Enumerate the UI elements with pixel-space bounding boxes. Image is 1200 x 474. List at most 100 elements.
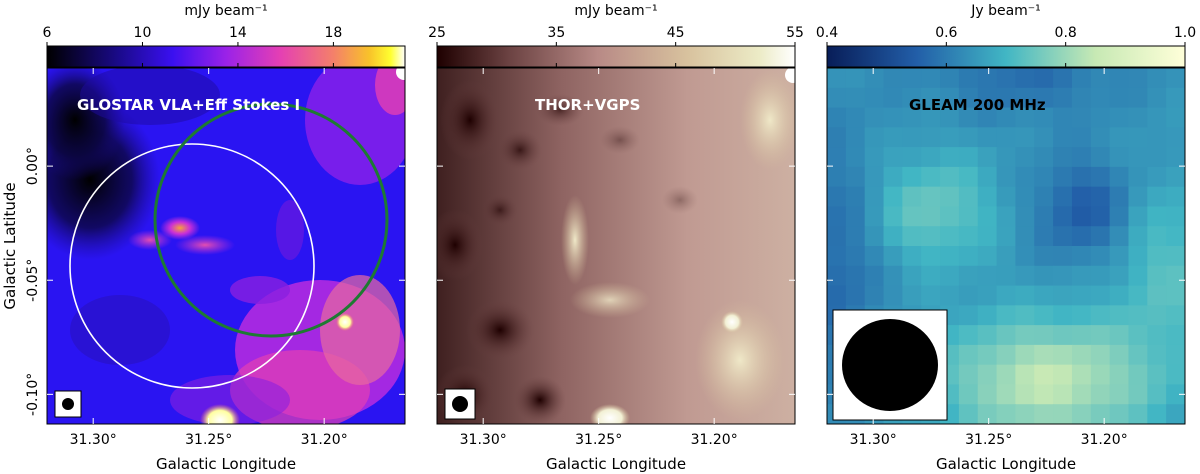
gleam-pixel xyxy=(1053,226,1073,247)
gleam-pixel xyxy=(1053,147,1073,168)
gleam-pixel xyxy=(1147,404,1167,424)
gleam-pixel xyxy=(996,246,1017,267)
gleam-pixel xyxy=(1128,226,1148,247)
gleam-pixel xyxy=(902,246,922,267)
gleam-pixel xyxy=(1053,285,1073,306)
gleam-pixel xyxy=(1015,186,1035,208)
gleam-pixel xyxy=(827,107,847,128)
gleam-pixel xyxy=(864,87,885,109)
gleam-pixel xyxy=(940,68,960,89)
gleam-pixel xyxy=(1166,246,1185,267)
gleam-pixel xyxy=(1166,305,1185,326)
gleam-pixel xyxy=(1147,384,1167,405)
gleam-pixel xyxy=(1034,265,1054,287)
gleam-pixel xyxy=(1034,107,1054,128)
gleam-pixel xyxy=(1034,206,1054,227)
gleam-pixel xyxy=(1090,206,1111,227)
gleam-pixel xyxy=(1090,226,1111,247)
gleam-pixel xyxy=(1109,87,1130,109)
gleam-pixel xyxy=(996,166,1017,188)
gleam-pixel xyxy=(902,206,922,227)
gleam-pixel xyxy=(1034,147,1054,168)
gleam-pixel xyxy=(827,186,847,208)
gleam-pixel xyxy=(1071,384,1092,405)
gleam-pixel xyxy=(827,166,847,188)
gleam-pixel xyxy=(1053,206,1073,227)
axis-ticks-gleam: 31.30° 31.25° 31.20° xyxy=(827,68,1185,448)
gleam-pixel xyxy=(1147,325,1167,346)
gleam-pixel xyxy=(1090,186,1111,208)
gleam-pixel xyxy=(1128,127,1148,148)
gleam-pixel-grid xyxy=(827,68,1185,424)
colorbar-tick-label: 6 xyxy=(43,25,52,41)
gleam-pixel xyxy=(1109,206,1130,227)
x-tick-label: 31.20° xyxy=(1081,432,1128,448)
gleam-pixel xyxy=(1128,186,1148,208)
gleam-pixel xyxy=(958,246,979,267)
x-tick-label: 31.25° xyxy=(575,432,622,448)
gleam-pixel xyxy=(996,325,1017,346)
gleam-pixel xyxy=(883,285,903,306)
gleam-pixel xyxy=(1147,147,1167,168)
gleam-pixel xyxy=(1053,265,1073,287)
gleam-pixel xyxy=(1071,404,1092,424)
beam-marker-gleam xyxy=(832,309,948,421)
gleam-pixel xyxy=(1147,344,1167,366)
gleam-pixel xyxy=(1166,186,1185,208)
gleam-pixel xyxy=(1034,87,1054,109)
gleam-pixel xyxy=(1128,364,1148,386)
x-tick-label: 31.25° xyxy=(965,432,1012,448)
gleam-pixel xyxy=(1053,344,1073,366)
colorbar-tick-label: 35 xyxy=(547,25,565,41)
gleam-pixel xyxy=(958,147,979,168)
gleam-pixel xyxy=(1034,344,1054,366)
gleam-pixel xyxy=(1015,404,1035,424)
gleam-pixel xyxy=(958,265,979,287)
gleam-pixel xyxy=(1166,325,1185,346)
gleam-pixel xyxy=(977,186,998,208)
panel-thor: THOR+VGPS 31.30° 31.25° 31.20° Galactic Lo… xyxy=(436,67,796,473)
gleam-pixel xyxy=(977,127,998,148)
gleam-pixel xyxy=(1015,107,1035,128)
gleam-pixel xyxy=(1071,127,1092,148)
gleam-pixel xyxy=(845,206,866,227)
gleam-pixel xyxy=(1128,68,1148,89)
gleam-pixel xyxy=(1147,285,1167,306)
gleam-pixel xyxy=(1034,364,1054,386)
gleam-pixel xyxy=(1071,68,1092,89)
gleam-pixel xyxy=(921,206,941,227)
gleam-pixel xyxy=(827,87,847,109)
gleam-pixel xyxy=(921,127,941,148)
gleam-pixel xyxy=(1128,147,1148,168)
gleam-pixel xyxy=(1053,87,1073,109)
gleam-pixel xyxy=(1166,87,1185,109)
gleam-pixel xyxy=(902,285,922,306)
axes-frame-thor xyxy=(436,67,796,425)
gleam-pixel xyxy=(827,206,847,227)
gleam-pixel xyxy=(827,147,847,168)
gleam-pixel xyxy=(864,166,885,188)
gleam-pixel xyxy=(940,265,960,287)
gleam-pixel xyxy=(940,127,960,148)
gleam-pixel xyxy=(1090,285,1111,306)
gleam-pixel xyxy=(921,147,941,168)
gleam-pixel xyxy=(827,127,847,148)
gleam-pixel xyxy=(1128,206,1148,227)
gleam-pixel xyxy=(1147,107,1167,128)
gleam-pixel xyxy=(864,186,885,208)
gleam-pixel xyxy=(1071,265,1092,287)
gleam-pixel xyxy=(1147,68,1167,89)
colorbar-label-2: Jy beam⁻¹ xyxy=(970,3,1041,19)
beam-marker-thor xyxy=(444,388,476,420)
gleam-pixel xyxy=(1090,127,1111,148)
panel-gleam: GLEAM 200 MHz 31.30° 31.25° 31.20° Galacti… xyxy=(826,67,1186,473)
y-axis-label: Galactic Latitude xyxy=(1,182,19,309)
gleam-pixel xyxy=(1034,166,1054,188)
gleam-pixel xyxy=(1109,246,1130,267)
gleam-pixel xyxy=(1090,305,1111,326)
gleam-pixel xyxy=(883,87,903,109)
gleam-pixel xyxy=(902,68,922,89)
gleam-pixel xyxy=(1090,364,1111,386)
image-thor xyxy=(437,68,795,424)
gleam-pixel xyxy=(977,68,998,89)
